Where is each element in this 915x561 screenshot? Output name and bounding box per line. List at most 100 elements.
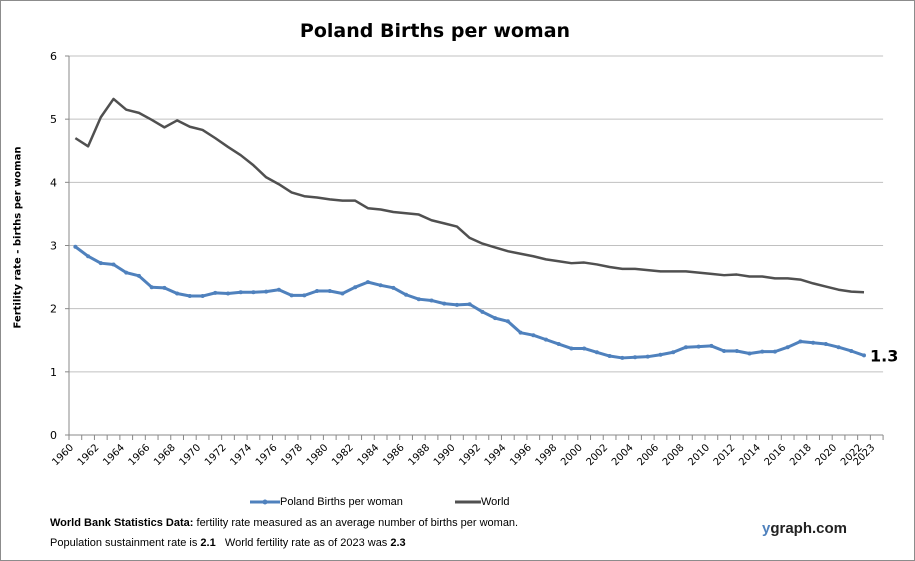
poland-point	[315, 288, 320, 293]
source-note: World Bank Statistics Data: fertility ra…	[50, 517, 518, 529]
x-tick-label: 2002	[585, 442, 611, 468]
y-tick-label: 3	[50, 240, 57, 253]
brand-y: y	[762, 520, 771, 537]
source-label: World Bank Statistics Data:	[50, 517, 194, 529]
poland-point	[251, 290, 256, 295]
poland-point	[569, 346, 574, 351]
poland-point	[442, 301, 447, 306]
x-tick-label: 1982	[330, 442, 356, 468]
poland-point	[200, 294, 205, 299]
x-tick-label: 2020	[813, 442, 839, 468]
x-tick-label: 1974	[228, 442, 254, 468]
legend-swatch-poland	[250, 499, 280, 505]
poland-point	[238, 290, 243, 295]
poland-point	[683, 345, 688, 350]
y-tick-label: 1	[50, 366, 57, 379]
x-tick-label: 1996	[508, 442, 534, 468]
x-tick-label: 1976	[254, 442, 280, 468]
x-tick-label: 1994	[483, 442, 509, 468]
x-tick-label: 2000	[559, 442, 585, 468]
poland-point	[556, 342, 561, 347]
x-tick-label: 1970	[177, 442, 203, 468]
poland-point	[340, 291, 345, 296]
poland-point	[353, 285, 358, 290]
poland-point	[276, 287, 281, 292]
x-tick-label: 2004	[610, 442, 636, 468]
x-tick-label: 1980	[305, 442, 331, 468]
poland-point	[175, 291, 180, 296]
poland-point	[187, 294, 192, 299]
rates-note: Population sustainment rate is 2.1 World…	[50, 537, 406, 549]
poland-point	[454, 302, 459, 307]
legend-item-poland: Poland Births per woman	[250, 496, 403, 508]
x-tick-label: 2010	[686, 442, 712, 468]
legend-label-world: World	[481, 496, 510, 508]
brand-logo[interactable]: ygraph.com	[762, 520, 847, 537]
poland-point	[645, 354, 650, 359]
poland-point	[671, 350, 676, 355]
poland-point	[136, 273, 141, 278]
x-tick-label: 1998	[534, 442, 560, 468]
poland-point	[823, 342, 828, 347]
sustainment-text: Population sustainment rate is	[50, 537, 201, 549]
poland-point	[493, 316, 498, 321]
poland-point	[327, 288, 332, 293]
poland-point	[734, 348, 739, 353]
x-tick-label: 1992	[457, 442, 483, 468]
x-tick-label: 1984	[356, 442, 382, 468]
x-tick-label: 2016	[763, 442, 789, 468]
poland-point	[594, 350, 599, 355]
poland-point	[518, 330, 523, 335]
sustainment-value: 2.1	[200, 537, 216, 549]
poland-point	[467, 302, 472, 307]
poland-point	[391, 285, 396, 290]
poland-point	[162, 285, 167, 290]
poland-point	[86, 254, 91, 259]
x-tick-label: 2012	[712, 442, 738, 468]
legend-item-world: World	[455, 496, 510, 508]
poland-point	[772, 349, 777, 354]
poland-point	[480, 309, 485, 314]
x-tick-label: 2018	[788, 442, 814, 468]
poland-point	[365, 280, 370, 285]
source-text: fertility rate measured as an average nu…	[193, 517, 519, 529]
poland-point	[633, 355, 638, 360]
y-tick-label: 5	[50, 113, 57, 126]
poland-point	[607, 354, 612, 359]
poland-point	[531, 333, 536, 338]
last-value-label: 1.3	[870, 346, 898, 365]
poland-point	[798, 339, 803, 344]
y-tick-label: 2	[50, 303, 57, 316]
poland-point	[73, 244, 78, 249]
x-tick-label: 1990	[432, 442, 458, 468]
poland-point	[264, 289, 269, 294]
x-tick-label: 1966	[127, 442, 153, 468]
brand-text: graph.com	[770, 520, 848, 537]
x-tick-label: 2006	[635, 442, 661, 468]
x-tick-label: 2008	[661, 442, 687, 468]
y-tick-label: 4	[50, 176, 57, 189]
world-line	[74, 97, 865, 294]
poland-point	[416, 297, 421, 302]
poland-point	[505, 319, 510, 324]
poland-point	[124, 270, 129, 275]
poland-point	[709, 343, 714, 348]
poland-point	[620, 355, 625, 360]
poland-point	[98, 261, 103, 266]
poland-point	[658, 352, 663, 357]
poland-point	[544, 337, 548, 342]
x-tick-label: 1960	[50, 442, 76, 468]
poland-point	[811, 340, 816, 345]
poland-point	[289, 293, 294, 298]
x-tick-label: 1972	[203, 442, 229, 468]
x-tick-label: 1978	[279, 442, 305, 468]
poland-point	[429, 298, 434, 303]
legend-swatch-world	[455, 500, 481, 504]
poland-point	[696, 344, 701, 349]
poland-point	[785, 345, 790, 350]
poland-point	[582, 346, 587, 351]
y-tick-label: 0	[50, 429, 57, 442]
world-rate-value: 2.3	[390, 537, 406, 549]
poland-point	[302, 293, 307, 298]
